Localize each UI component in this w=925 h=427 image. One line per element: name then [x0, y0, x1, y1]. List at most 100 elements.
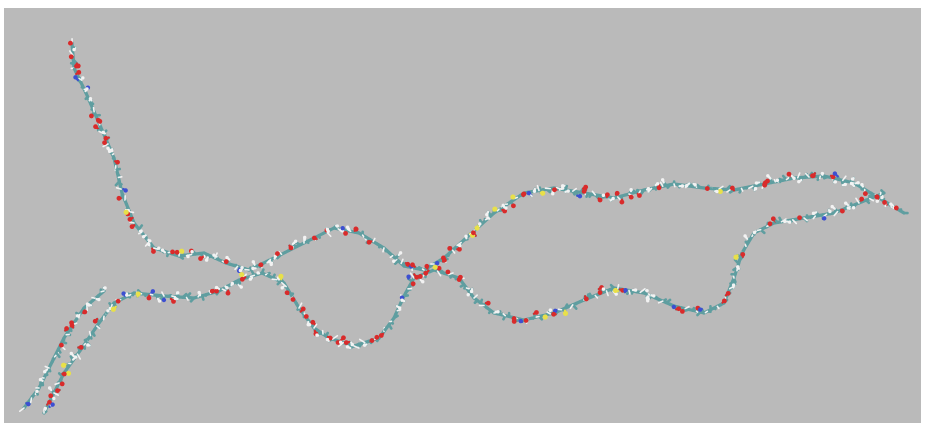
atom [671, 304, 677, 310]
atom [78, 344, 84, 350]
bond [234, 265, 239, 271]
bond [128, 210, 135, 214]
bond [628, 289, 631, 295]
bond [55, 351, 61, 359]
bond [150, 243, 154, 249]
bond [337, 341, 345, 348]
atom [73, 75, 78, 80]
bond [500, 312, 504, 317]
atom [775, 178, 780, 183]
atom [542, 314, 548, 320]
bond [111, 153, 115, 156]
atom [860, 183, 864, 187]
bond [616, 196, 622, 201]
bond [149, 293, 154, 296]
atom [269, 262, 273, 267]
bond [578, 299, 584, 303]
bond [536, 184, 540, 192]
atom [303, 235, 307, 240]
atom [614, 190, 620, 196]
bond [29, 397, 33, 404]
atom [72, 47, 76, 52]
bond [276, 252, 283, 260]
atom [103, 286, 107, 290]
atom [127, 216, 133, 222]
bond [18, 407, 25, 413]
bond [57, 347, 62, 354]
bond [833, 210, 839, 217]
atom [85, 87, 89, 91]
bond [102, 143, 109, 148]
atom [239, 276, 245, 282]
atom [173, 296, 178, 301]
atom [645, 288, 649, 293]
atom [115, 159, 120, 165]
atom [147, 242, 151, 247]
atom [457, 246, 462, 252]
molecular-viewer-viewport[interactable] [4, 8, 921, 423]
bond [447, 272, 454, 276]
atom [190, 250, 194, 254]
bond [653, 186, 658, 191]
atom [362, 343, 367, 347]
atom [875, 199, 879, 203]
atom [55, 388, 60, 394]
atom [583, 184, 589, 190]
atom [251, 266, 255, 271]
atom [551, 191, 555, 196]
bond [777, 179, 782, 184]
atom [399, 295, 405, 300]
bond [864, 198, 871, 205]
atom [562, 310, 569, 317]
atom [436, 265, 442, 271]
atom [335, 224, 340, 228]
bond [696, 310, 702, 317]
bond [729, 282, 733, 287]
atom [129, 224, 135, 230]
bond [616, 284, 620, 290]
atom [58, 342, 64, 348]
atom [486, 216, 490, 220]
atom [350, 342, 354, 347]
bond [546, 311, 552, 315]
bond [849, 202, 854, 208]
bond [756, 228, 762, 232]
atom [106, 146, 110, 150]
atom [410, 262, 415, 268]
bond [555, 186, 563, 191]
bond [695, 310, 700, 314]
atom [325, 337, 330, 342]
atom [310, 319, 316, 325]
atom [566, 189, 570, 193]
atom [48, 393, 54, 399]
atom [59, 381, 65, 387]
atom [676, 306, 682, 312]
bond [69, 61, 75, 66]
atom [102, 140, 107, 146]
bond [128, 293, 132, 297]
bond [822, 175, 830, 180]
atom [225, 255, 229, 260]
atom [68, 54, 74, 60]
bond [465, 287, 471, 290]
bond [181, 292, 188, 299]
bond [91, 297, 96, 303]
bond [317, 234, 321, 239]
bond [313, 323, 318, 329]
atom [267, 259, 272, 264]
bond [295, 303, 301, 308]
bond [657, 300, 664, 304]
atom [52, 396, 56, 401]
bond [118, 183, 123, 187]
atom [174, 249, 180, 255]
atom [637, 193, 642, 198]
atom [35, 389, 39, 394]
atom [378, 333, 384, 338]
bond [841, 175, 847, 182]
bond [451, 249, 456, 254]
bond [99, 318, 103, 323]
bonds-layer [18, 37, 909, 415]
atom [660, 178, 665, 182]
atom [256, 271, 260, 275]
